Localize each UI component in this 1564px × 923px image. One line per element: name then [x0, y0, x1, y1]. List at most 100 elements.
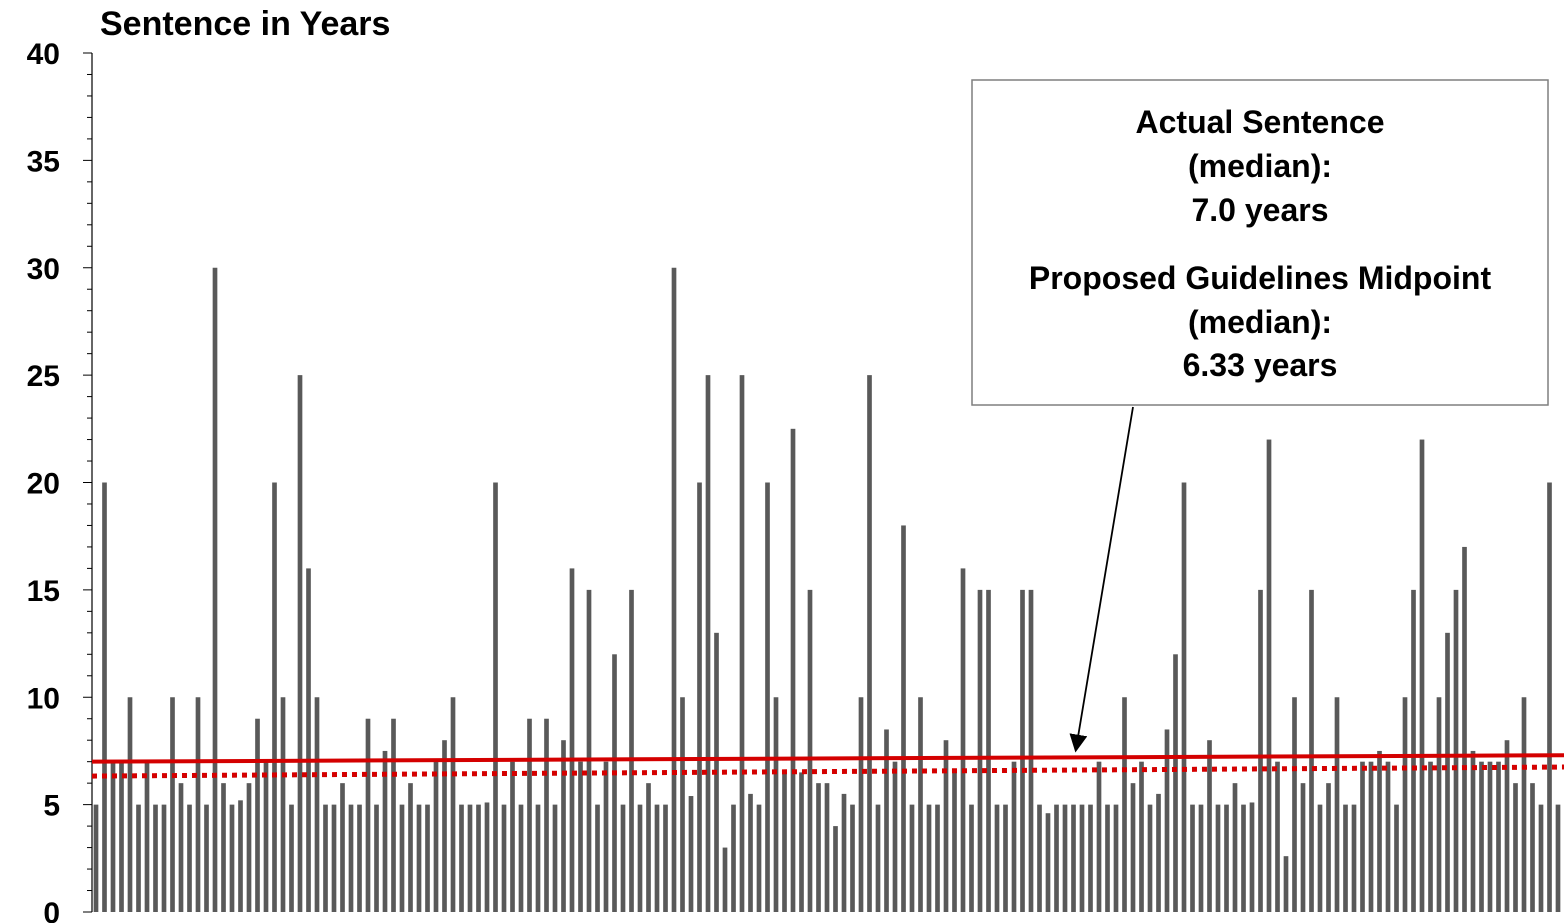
annotation-actual-median-label: (median):: [1188, 148, 1332, 184]
bar: [1394, 804, 1399, 912]
bar: [110, 761, 116, 912]
bar: [1428, 761, 1433, 912]
bar: [1334, 697, 1340, 912]
bar: [1368, 761, 1374, 912]
annotation-proposed-label: Proposed Guidelines Midpoint: [1029, 260, 1492, 296]
bar: [1130, 783, 1136, 912]
bar: [1037, 804, 1042, 912]
bar: [170, 697, 175, 912]
bar: [935, 804, 940, 912]
bar: [1317, 804, 1323, 912]
bar: [1377, 750, 1382, 912]
bar: [255, 718, 260, 912]
bar: [127, 697, 133, 912]
bar: [663, 804, 668, 912]
bar: [756, 804, 762, 912]
bar: [467, 804, 473, 912]
bar: [1249, 802, 1255, 912]
annotation-proposed-value: 6.33 years: [1183, 347, 1338, 383]
bar: [680, 697, 685, 912]
bar: [1003, 804, 1008, 912]
bar: [306, 568, 311, 912]
bar: [824, 783, 830, 912]
bar: [1011, 761, 1017, 912]
bar: [425, 804, 430, 912]
bar: [1496, 761, 1501, 912]
bar: [1292, 697, 1297, 912]
bar: [246, 783, 252, 912]
bar: [476, 804, 481, 912]
bar: [578, 761, 583, 912]
bar: [323, 804, 328, 912]
y-tick-label: 20: [27, 468, 60, 501]
bar: [510, 761, 515, 912]
bar: [799, 772, 804, 912]
bar: [187, 804, 192, 912]
y-tick-label: 35: [27, 145, 60, 178]
y-axis-title: Sentence in Years: [100, 5, 390, 43]
bar: [1445, 632, 1450, 912]
bar: [1079, 804, 1085, 912]
bar: [1241, 804, 1246, 912]
bar: [212, 267, 218, 912]
bar: [1402, 697, 1408, 912]
bar: [501, 804, 507, 912]
bar: [603, 761, 609, 912]
bar: [1487, 761, 1493, 912]
y-tick-label: 25: [27, 360, 60, 393]
bar: [1088, 804, 1093, 912]
bar: [136, 804, 141, 912]
bar: [229, 804, 235, 912]
bar: [314, 697, 320, 912]
bar: [952, 772, 957, 912]
bar: [1470, 750, 1476, 912]
bar: [178, 783, 184, 912]
bar: [807, 589, 813, 912]
annotation-actual-label: Actual Sentence: [1136, 104, 1385, 140]
bar: [102, 482, 107, 912]
bar: [960, 568, 966, 912]
bar: [1343, 804, 1348, 912]
bar: [586, 589, 592, 912]
bar: [637, 804, 643, 912]
bar: [459, 804, 464, 912]
bar: [918, 697, 923, 912]
bar: [901, 525, 906, 912]
bar: [1215, 804, 1221, 912]
bar: [1530, 783, 1535, 912]
bar: [994, 804, 1000, 912]
bar: [697, 482, 702, 912]
bar: [858, 697, 864, 912]
bar: [1309, 589, 1314, 912]
bar: [493, 482, 498, 912]
bar: [969, 804, 974, 912]
bar: [552, 804, 558, 912]
y-tick-label: 0: [43, 897, 60, 923]
annotation-proposed-median-label: (median):: [1188, 304, 1332, 340]
bar: [1207, 740, 1212, 912]
bar: [884, 729, 889, 912]
bar: [1232, 783, 1238, 912]
bar: [331, 804, 337, 912]
bar: [986, 589, 991, 912]
bar: [1028, 589, 1034, 912]
bar: [1147, 804, 1153, 912]
bar: [1300, 783, 1306, 912]
bar: [1020, 589, 1025, 912]
bar: [765, 482, 770, 912]
bar: [739, 375, 745, 912]
bar: [977, 589, 983, 912]
bar: [782, 772, 787, 912]
actual-sentence-median-line: [91, 753, 1564, 764]
bar: [408, 783, 413, 912]
bar: [705, 375, 711, 912]
bar: [1538, 804, 1544, 912]
annotation-arrow: [1069, 406, 1134, 753]
bar: [1164, 729, 1170, 912]
bar: [382, 750, 388, 912]
y-tick-label: 15: [27, 575, 60, 608]
bar: [93, 804, 99, 912]
bar: [263, 761, 269, 912]
bar: [654, 804, 660, 912]
